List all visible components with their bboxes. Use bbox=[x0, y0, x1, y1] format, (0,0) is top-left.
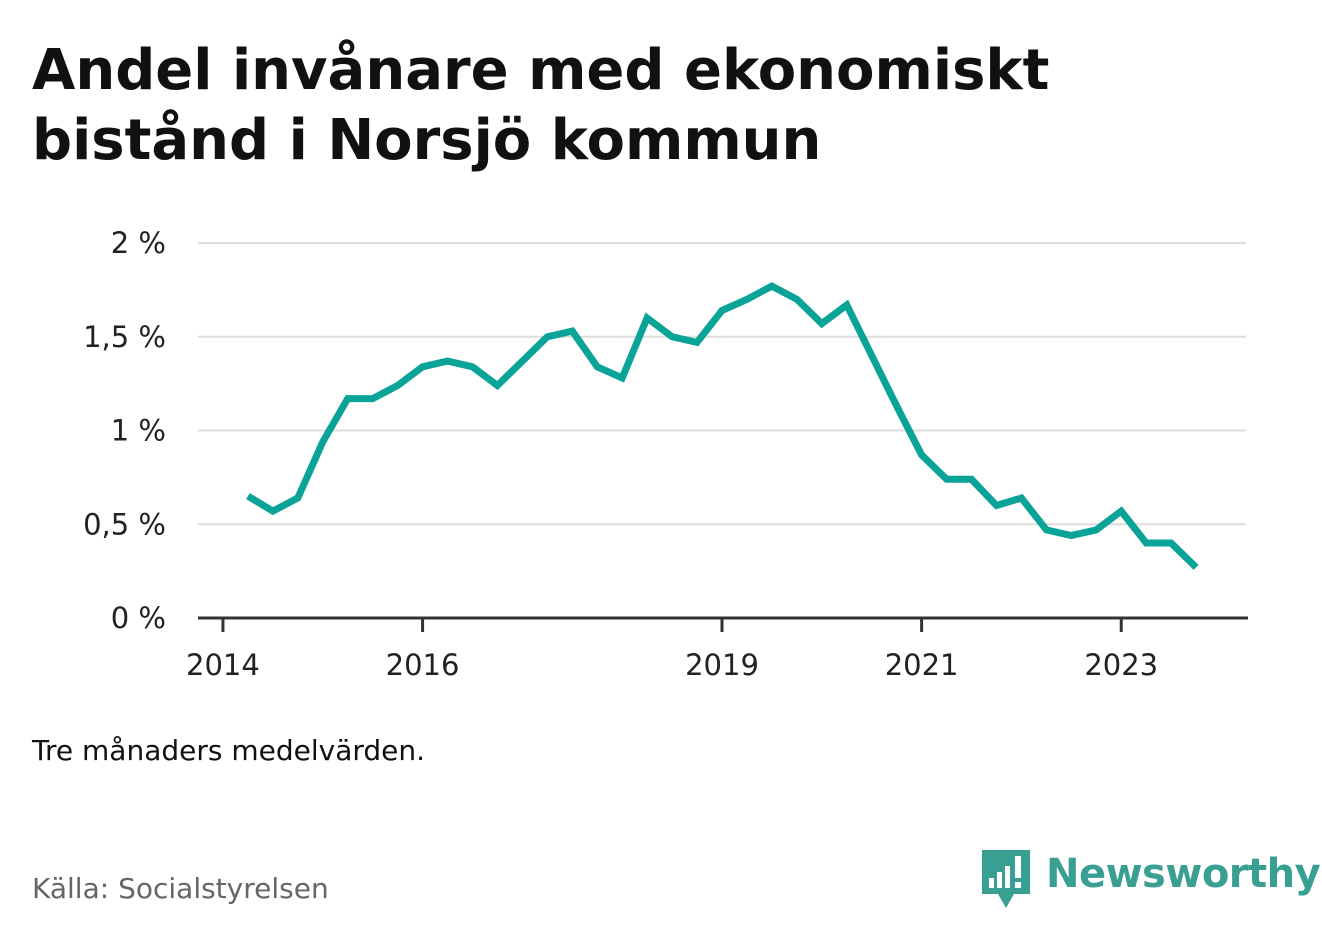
x-tick-label: 2023 bbox=[1084, 648, 1158, 682]
brand-name: Newsworthy bbox=[1046, 851, 1321, 897]
y-tick-label: 0 % bbox=[111, 601, 166, 635]
x-tick-label: 2019 bbox=[685, 648, 759, 682]
y-tick-label: 2 % bbox=[111, 226, 166, 260]
source-text: Källa: Socialstyrelsen bbox=[32, 872, 329, 905]
x-tick-label: 2014 bbox=[186, 648, 260, 682]
line-chart: 0 % 0,5 % 1 % 1,5 % 2 % 2014 2016 2019 2021 2023 bbox=[83, 226, 1248, 682]
y-tick-label: 1,5 % bbox=[83, 320, 166, 354]
x-axis: 2014 2016 2019 2021 2023 bbox=[186, 616, 1248, 682]
brand-logo: Newsworthy bbox=[980, 848, 1321, 914]
x-tick-label: 2021 bbox=[885, 648, 959, 682]
chart-title: Andel invånare med ekonomiskt bistånd i … bbox=[32, 38, 1050, 173]
grid-lines bbox=[198, 242, 1246, 526]
series-layer bbox=[246, 282, 1199, 570]
series-line bbox=[246, 282, 1199, 570]
y-tick-label: 1 % bbox=[111, 414, 166, 448]
newsworthy-logo-icon bbox=[982, 850, 1030, 908]
chart-note: Tre månaders medelvärden. bbox=[32, 734, 426, 767]
y-tick-label: 0,5 % bbox=[83, 507, 166, 541]
x-tick-label: 2016 bbox=[386, 648, 460, 682]
y-axis-labels: 0 % 0,5 % 1 % 1,5 % 2 % bbox=[83, 226, 166, 635]
